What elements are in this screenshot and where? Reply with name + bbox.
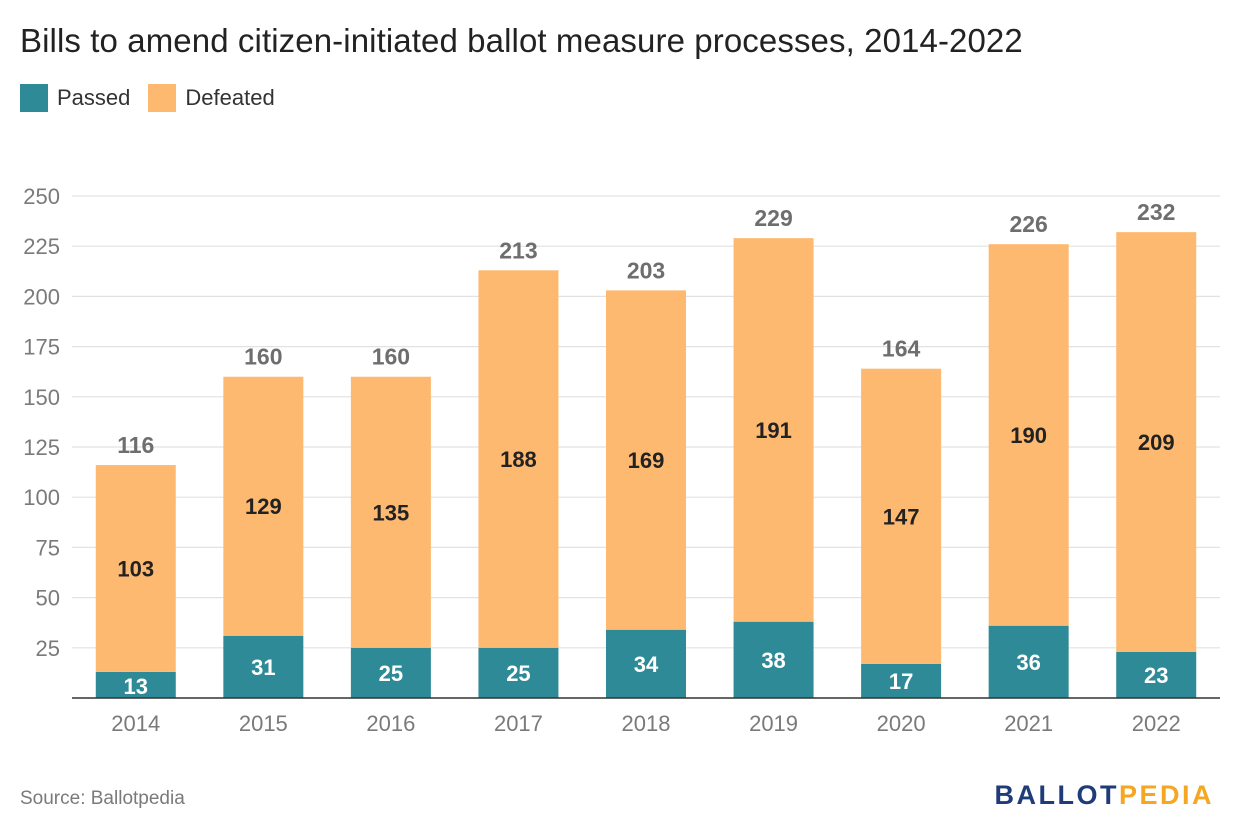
data-label-passed: 34 bbox=[634, 652, 659, 677]
bar-defeated bbox=[95, 465, 176, 672]
legend-label-passed: Passed bbox=[57, 85, 131, 110]
ballotpedia-logo: BALLOTPEDIA bbox=[994, 780, 1214, 811]
data-label-total: 229 bbox=[754, 205, 792, 231]
bar-defeated bbox=[1116, 232, 1197, 652]
data-label-total: 226 bbox=[1009, 211, 1047, 237]
chart-title: Bills to amend citizen-initiated ballot … bbox=[20, 22, 1023, 59]
bar-passed bbox=[350, 647, 431, 698]
data-label-passed: 17 bbox=[889, 669, 913, 694]
data-label-defeated: 135 bbox=[373, 500, 410, 525]
legend-swatch-defeated bbox=[148, 84, 177, 112]
data-label-defeated: 188 bbox=[500, 447, 537, 472]
x-tick-label: 2019 bbox=[749, 711, 798, 736]
legend-label-defeated: Defeated bbox=[185, 85, 275, 110]
logo-part-pedia: PEDIA bbox=[1118, 780, 1214, 810]
data-label-total: 116 bbox=[117, 432, 154, 458]
bar-passed bbox=[478, 647, 559, 698]
data-label-passed: 13 bbox=[124, 674, 148, 699]
bar-defeated bbox=[733, 238, 814, 622]
y-tick-label: 150 bbox=[23, 385, 60, 410]
data-label-passed: 23 bbox=[1144, 663, 1168, 688]
y-tick-label: 225 bbox=[23, 234, 60, 259]
x-tick-label: 2016 bbox=[366, 711, 415, 736]
legend-item-passed: Passed bbox=[20, 84, 130, 112]
x-tick-label: 2020 bbox=[877, 711, 926, 736]
bar-defeated bbox=[988, 244, 1069, 626]
y-tick-label: 125 bbox=[23, 435, 60, 460]
stacked-bar-chart: 25 50 75 100 125 150 175 200 225 250 13 103 116 2014 3… bbox=[23, 184, 1220, 736]
y-tick-label: 75 bbox=[36, 535, 60, 560]
data-label-defeated: 169 bbox=[628, 448, 665, 473]
data-label-total: 164 bbox=[882, 336, 921, 362]
data-label-defeated: 147 bbox=[883, 504, 920, 529]
data-label-total: 203 bbox=[627, 257, 665, 283]
logo-part-ballot: BALLOT bbox=[994, 780, 1119, 810]
data-label-passed: 31 bbox=[251, 655, 275, 680]
legend: Passed Defeated bbox=[20, 84, 293, 112]
bar-passed bbox=[988, 625, 1069, 698]
source-note: Source: Ballotpedia bbox=[20, 788, 185, 809]
data-label-defeated: 191 bbox=[755, 418, 792, 443]
data-label-passed: 25 bbox=[506, 661, 530, 686]
y-tick-label: 25 bbox=[36, 636, 60, 661]
x-tick-label: 2015 bbox=[239, 711, 288, 736]
legend-swatch-passed bbox=[20, 84, 48, 112]
bar-passed bbox=[606, 629, 686, 698]
bar-passed bbox=[1116, 651, 1197, 698]
legend-item-defeated: Defeated bbox=[148, 84, 275, 112]
data-label-defeated: 209 bbox=[1138, 430, 1175, 455]
bar-defeated bbox=[478, 270, 559, 648]
data-label-total: 160 bbox=[372, 344, 410, 370]
data-label-passed: 36 bbox=[1016, 650, 1040, 675]
y-tick-label: 200 bbox=[23, 284, 60, 309]
data-label-total: 232 bbox=[1137, 199, 1175, 225]
bar-passed bbox=[861, 663, 942, 698]
data-label-total: 213 bbox=[499, 237, 537, 263]
x-tick-label: 2021 bbox=[1004, 711, 1053, 736]
data-label-total: 160 bbox=[244, 344, 282, 370]
data-label-defeated: 129 bbox=[245, 494, 282, 519]
y-tick-label: 100 bbox=[23, 485, 60, 510]
x-tick-label: 2014 bbox=[111, 711, 160, 736]
data-label-defeated: 190 bbox=[1010, 423, 1047, 448]
bar-passed bbox=[95, 671, 176, 698]
bar-defeated bbox=[606, 290, 686, 630]
y-tick-label: 250 bbox=[23, 184, 60, 209]
bar-passed bbox=[223, 635, 304, 698]
y-tick-label: 175 bbox=[23, 335, 60, 360]
x-tick-label: 2018 bbox=[622, 711, 671, 736]
data-label-defeated: 103 bbox=[117, 556, 154, 581]
data-label-passed: 38 bbox=[761, 648, 785, 673]
y-tick-label: 50 bbox=[36, 586, 60, 611]
bar-defeated bbox=[861, 368, 942, 664]
x-tick-label: 2022 bbox=[1132, 711, 1181, 736]
bar-defeated bbox=[350, 376, 431, 648]
bar-passed bbox=[733, 621, 814, 698]
data-label-passed: 25 bbox=[379, 661, 403, 686]
x-tick-label: 2017 bbox=[494, 711, 543, 736]
bar-defeated bbox=[223, 376, 304, 636]
